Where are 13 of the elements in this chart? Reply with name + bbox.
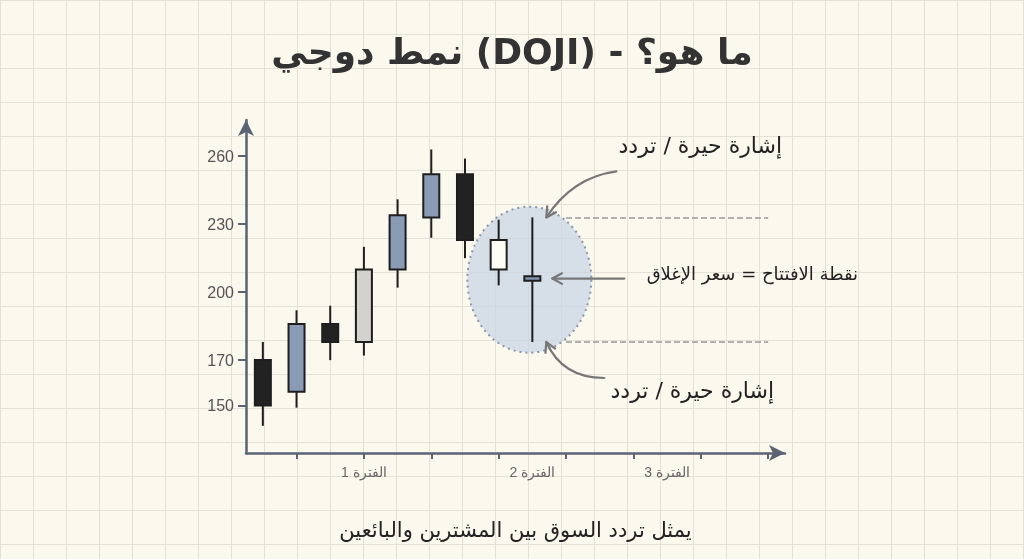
y-tick-label: 200 [207, 283, 235, 301]
y-tick-label: 260 [207, 147, 235, 165]
annotation: إشارة حيرة / تردد [618, 132, 783, 158]
annotation: نقطة الافتتاح = سعر الإغلاق [646, 262, 859, 284]
chart-title: نمط دوجي (DOJI) - ما هو؟ [271, 30, 753, 73]
x-axis-title: يمثل تردد السوق بين المشترين والبائعين [339, 517, 692, 542]
y-tick-label: 150 [207, 396, 235, 414]
y-tick-label: 230 [207, 215, 235, 233]
x-tick-label: الفترة 2 [509, 464, 556, 481]
x-tick-label: الفترة 3 [644, 464, 690, 481]
annotation: إشارة حيرة / تردد [610, 377, 775, 403]
x-tick-label: الفترة 1 [341, 464, 387, 481]
y-tick-label: 170 [207, 351, 235, 369]
